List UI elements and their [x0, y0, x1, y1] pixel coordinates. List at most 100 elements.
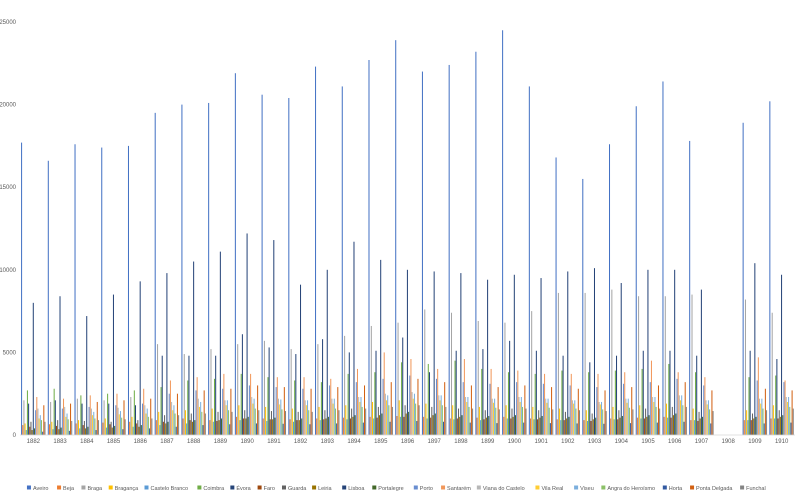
- bar-1886--vora: [134, 405, 137, 435]
- legend-swatch: [81, 485, 86, 490]
- bar-1888-bragan-a: [184, 410, 186, 435]
- bar-1886-coimbra: [133, 390, 135, 435]
- bar-1896-bragan-a: [398, 400, 400, 435]
- bar-1902-aveiro: [555, 157, 557, 435]
- bar-1895-viana-do-castelo: [384, 393, 386, 435]
- bar-1905-bragan-a: [639, 405, 641, 435]
- bar-1886-braga: [130, 397, 132, 435]
- bar-1901-santar-m: [544, 373, 546, 435]
- bar-1898-angra-do-hero-smo: [468, 406, 470, 435]
- bar-1907-porto: [703, 385, 705, 435]
- bar-1904-braga: [611, 289, 613, 435]
- bar-1901-guarda: [538, 410, 540, 435]
- bar-1909-santar-m: [757, 357, 759, 435]
- x-tick-label: 1885: [107, 439, 121, 445]
- bar-1892-lisboa: [300, 284, 302, 435]
- bar-1890--vora: [241, 334, 243, 435]
- legend-swatch: [574, 485, 579, 490]
- bar-1905-beja: [636, 417, 638, 435]
- bar-1897-braga: [424, 309, 426, 435]
- bar-1891-braga: [263, 340, 265, 435]
- bar-1885-faro: [109, 424, 111, 435]
- bar-1887-santar-m: [169, 380, 171, 435]
- bar-1897-beja: [423, 416, 425, 435]
- legend-label: Aveiro: [33, 486, 49, 492]
- bar-1891-viana-do-castelo: [277, 398, 279, 435]
- bar-1884-castelo-branco: [79, 428, 81, 435]
- bar-1890-guarda: [244, 410, 246, 435]
- bar-1903-leiria: [592, 419, 594, 435]
- bar-1900-leiria: [512, 416, 514, 435]
- bar-1904-beja: [610, 418, 612, 435]
- legend-swatch: [413, 485, 418, 490]
- bar-1892-porto: [302, 388, 304, 435]
- bar-1892-faro: [296, 420, 298, 435]
- bar-1900-coimbra: [507, 372, 509, 435]
- bar-1891-funchal: [285, 411, 287, 435]
- bar-1889-castelo-branco: [212, 421, 214, 435]
- bar-1896-viseu: [413, 393, 415, 435]
- bar-1894-castelo-branco: [346, 419, 348, 435]
- bar-1896-aveiro: [395, 40, 397, 436]
- y-tick-label: 5000: [3, 350, 17, 356]
- legend-label: Coimbra: [203, 486, 225, 492]
- x-tick-label: 1889: [214, 439, 228, 445]
- bar-1909-viseu: [761, 398, 763, 435]
- bar-1910-faro: [777, 418, 779, 435]
- bar-1893-aveiro: [315, 66, 317, 435]
- bar-1901-viseu: [547, 398, 549, 435]
- legend: Aveiro Beja Braga Bragança Castelo Branco Coi…: [26, 485, 766, 492]
- bar-1893-viana-do-castelo: [331, 398, 333, 435]
- legend-swatch: [535, 485, 540, 490]
- bar-1891-castelo-branco: [266, 420, 268, 435]
- bar-1890-angra-do-hero-smo: [254, 408, 256, 435]
- bar-1906-santar-m: [677, 372, 679, 435]
- bar-1890-portalegre: [247, 416, 249, 435]
- bar-1884-vila-real: [92, 415, 94, 435]
- bar-1899-porto: [489, 383, 491, 435]
- bar-1883-aveiro: [47, 160, 49, 435]
- bar-1891-vila-real: [279, 404, 281, 435]
- bar-1903-santar-m: [597, 373, 599, 435]
- bar-1882-aveiro: [21, 142, 23, 435]
- bar-1893-coimbra: [320, 382, 322, 435]
- bar-1882-funchal: [44, 421, 46, 435]
- bar-1898-funchal: [472, 408, 474, 435]
- bar-1910-vila-real: [786, 401, 788, 435]
- bar-1902-bragan-a: [559, 408, 561, 435]
- bar-1900-guarda: [511, 408, 513, 435]
- bar-1902-guarda: [564, 411, 566, 435]
- bar-1901--vora: [535, 350, 537, 435]
- bar-1886-guarda: [137, 420, 139, 435]
- bar-1904--vora: [616, 355, 618, 435]
- bar-1897-horta: [443, 421, 445, 435]
- legend-swatch: [601, 485, 606, 490]
- legend-swatch: [197, 485, 202, 490]
- bar-1900-portalegre: [514, 415, 516, 435]
- bar-1889-vila-real: [225, 405, 227, 435]
- bar-1909-angra-do-hero-smo: [762, 408, 764, 435]
- bar-1902-viana-do-castelo: [571, 400, 573, 435]
- bar-1907-braga: [691, 294, 693, 435]
- bar-1895-portalegre: [381, 413, 383, 435]
- bar-1884-horta: [95, 430, 97, 435]
- bar-1897-bragan-a: [425, 403, 427, 435]
- bar-1899-castelo-branco: [480, 420, 482, 435]
- legend-label: Santarém: [447, 486, 471, 492]
- bar-1894-leiria: [352, 416, 354, 435]
- bar-1888-beja: [182, 418, 184, 435]
- bar-1890-ponta-delgada: [257, 385, 259, 435]
- bar-1893-viseu: [333, 398, 335, 435]
- bar-1895-santar-m: [383, 352, 385, 435]
- legend-swatch: [662, 485, 667, 490]
- bar-1886-lisboa: [139, 281, 141, 435]
- bar-1901-porto: [542, 383, 544, 435]
- bar-1900-ponta-delgada: [524, 385, 526, 435]
- bar-1893-braga: [317, 344, 319, 435]
- bar-1899-aveiro: [475, 51, 477, 436]
- bar-1900-braga: [504, 322, 506, 435]
- bar-1888-funchal: [204, 413, 206, 435]
- x-tick-label: 1904: [615, 439, 629, 445]
- bar-1891-horta: [282, 423, 284, 435]
- x-tick-label: 1896: [401, 439, 415, 445]
